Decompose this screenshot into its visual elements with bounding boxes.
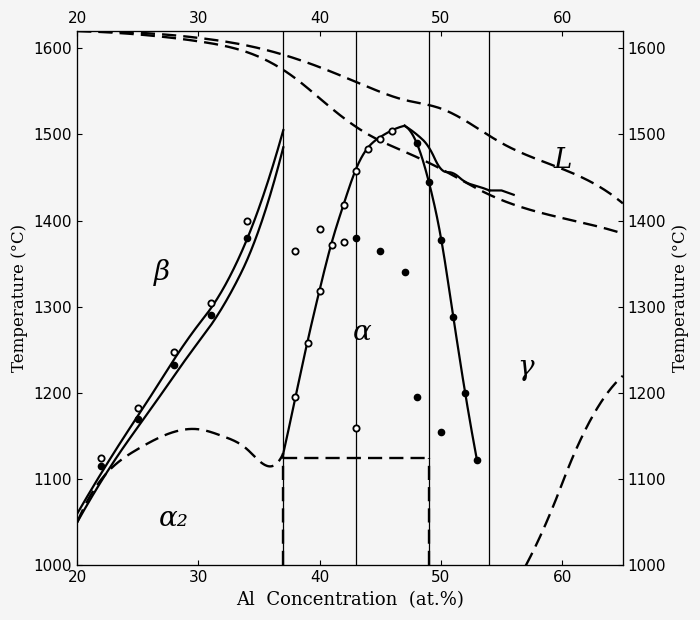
Text: α₂: α₂: [159, 505, 189, 531]
Text: β: β: [154, 259, 170, 286]
Text: γ: γ: [517, 353, 534, 381]
X-axis label: Al  Concentration  (at.%): Al Concentration (at.%): [236, 591, 464, 609]
Text: α: α: [353, 319, 372, 346]
Y-axis label: Temperature (°C): Temperature (°C): [11, 224, 28, 372]
Text: L: L: [553, 147, 571, 174]
Y-axis label: Temperature (°C): Temperature (°C): [672, 224, 689, 372]
